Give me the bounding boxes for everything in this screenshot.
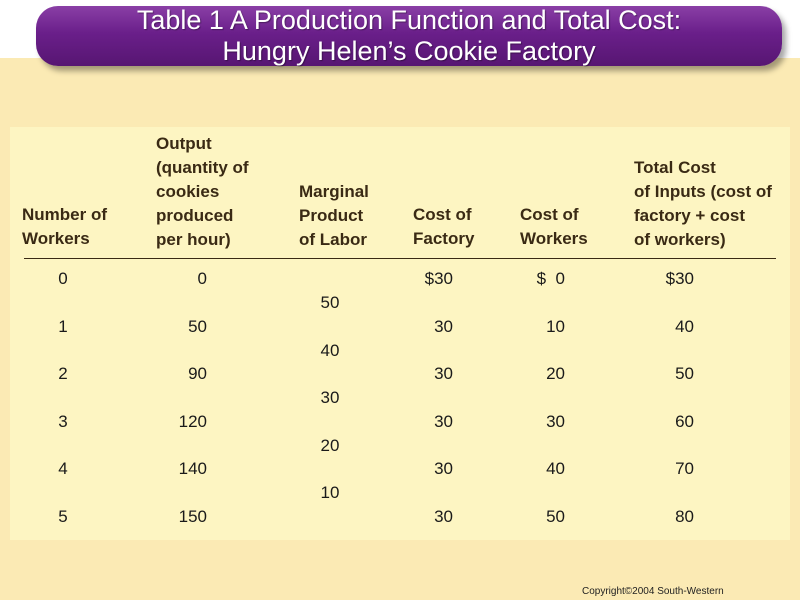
cell-workers: 5 bbox=[58, 507, 68, 526]
header-cost-of-workers: Cost of Workers bbox=[520, 205, 588, 248]
production-table: Number of Workers Output (quantity of co… bbox=[10, 127, 790, 540]
cell-workers: 1 bbox=[58, 316, 68, 336]
cell-cost-of-factory: 30 bbox=[434, 316, 453, 336]
cell-total-cost: 60 bbox=[675, 411, 694, 431]
cell-output: 0 bbox=[197, 269, 207, 288]
cell-total-cost: 50 bbox=[675, 364, 694, 384]
cell-output: 140 bbox=[178, 459, 207, 479]
cell-marginal-product: 30 bbox=[320, 388, 340, 408]
page-title-line-2: Hungry Helen’s Cookie Factory bbox=[222, 36, 596, 66]
cell-marginal-product: 50 bbox=[320, 293, 340, 312]
cell-marginal-product: 20 bbox=[320, 435, 340, 455]
cell-cost-of-workers: 20 bbox=[546, 364, 565, 384]
cell-cost-of-workers: 50 bbox=[546, 507, 565, 526]
cell-cost-of-factory: 30 bbox=[434, 507, 453, 526]
cell-output: 50 bbox=[188, 316, 207, 336]
cell-cost-of-factory: 30 bbox=[434, 364, 453, 384]
header-output: Output (quantity of cookies produced per… bbox=[156, 134, 249, 249]
cell-marginal-product: 10 bbox=[320, 483, 340, 503]
cell-total-cost: 70 bbox=[675, 459, 694, 479]
cell-cost-of-workers: 10 bbox=[546, 316, 565, 336]
cell-cost-of-workers: $ 0 bbox=[536, 269, 565, 288]
page-title-line-1: Table 1 A Production Function and Total … bbox=[136, 5, 682, 35]
header-total-cost: Total Cost of Inputs (cost of factory + … bbox=[634, 158, 772, 249]
cell-workers: 0 bbox=[58, 269, 68, 288]
cell-cost-of-factory: $30 bbox=[424, 269, 453, 288]
cell-marginal-product: 40 bbox=[320, 340, 340, 360]
cell-cost-of-factory: 30 bbox=[434, 459, 453, 479]
cell-cost-of-factory: 30 bbox=[434, 411, 453, 431]
header-marginal-product: Marginal Product of Labor bbox=[299, 182, 369, 249]
cell-output: 150 bbox=[178, 507, 207, 526]
title-banner: Table 1 A Production Function and Total … bbox=[36, 5, 782, 66]
cell-output: 120 bbox=[178, 411, 207, 431]
cell-total-cost: $30 bbox=[665, 269, 694, 288]
cell-total-cost: 40 bbox=[675, 316, 694, 336]
cell-cost-of-workers: 40 bbox=[546, 459, 565, 479]
cell-workers: 4 bbox=[58, 459, 68, 479]
header-cost-of-factory: Cost of Factory bbox=[413, 205, 475, 248]
cell-total-cost: 80 bbox=[675, 507, 694, 526]
header-divider bbox=[24, 258, 776, 259]
cell-output: 90 bbox=[188, 364, 207, 384]
cell-workers: 2 bbox=[58, 364, 68, 384]
header-number-of-workers: Number of Workers bbox=[22, 205, 107, 248]
copyright-notice: Copyright©2004 South-Western bbox=[582, 586, 724, 597]
cell-workers: 3 bbox=[58, 411, 68, 431]
cell-cost-of-workers: 30 bbox=[546, 411, 565, 431]
